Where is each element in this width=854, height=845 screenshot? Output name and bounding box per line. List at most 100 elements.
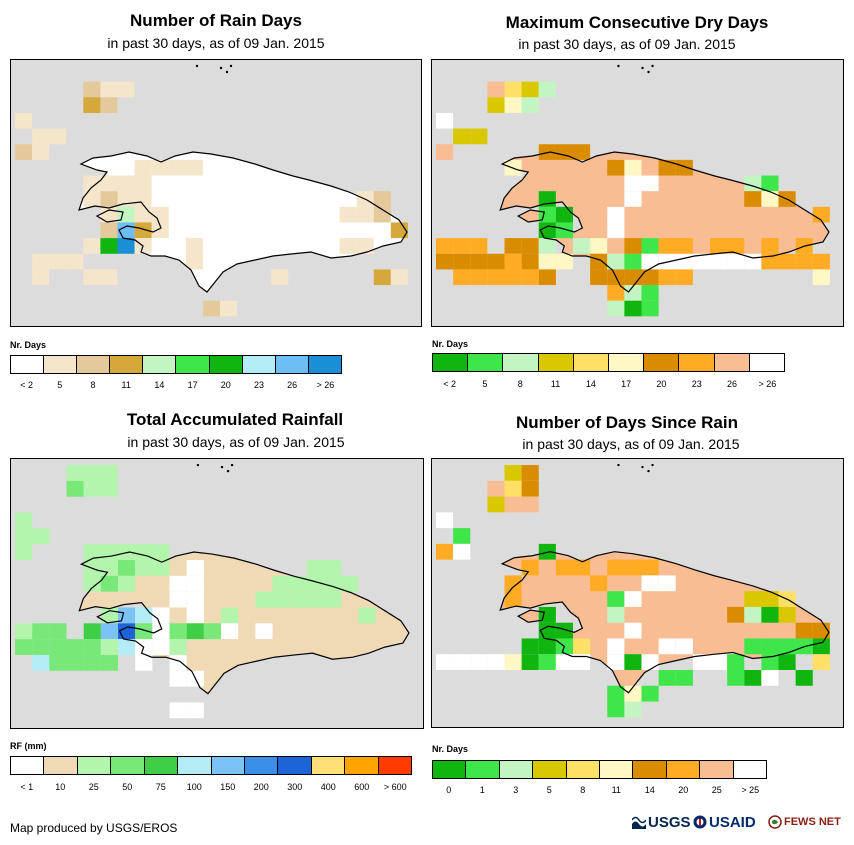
legend-label: 400 (320, 782, 336, 792)
legend-label: 20 (678, 785, 689, 795)
grid-cell (761, 191, 779, 207)
legend-label: > 26 (316, 380, 335, 390)
grid-cell (641, 175, 659, 192)
islet-dot (195, 64, 199, 68)
grid-cell (692, 253, 711, 270)
legend-label: < 2 (20, 380, 33, 390)
grid-cell (521, 654, 539, 670)
grid-cell (390, 269, 408, 286)
legend-label: 1 (479, 785, 485, 795)
grid-cell (744, 669, 762, 686)
legend-swatch (176, 356, 210, 373)
islet-dot (226, 469, 230, 473)
grid-cell (169, 670, 187, 687)
legend-label: 14 (154, 380, 165, 390)
grid-cell (436, 253, 454, 270)
grid-cell (220, 300, 238, 317)
legend-label: 11 (550, 379, 561, 389)
grid-cell (151, 222, 169, 239)
islet-dot (617, 64, 620, 68)
grid-cell (710, 238, 728, 254)
grid-cell (83, 575, 101, 592)
map-days-since-rain (431, 458, 844, 728)
grid-cell (202, 300, 220, 317)
grid-cell (487, 480, 505, 497)
legend-swatch (209, 356, 243, 373)
legend-swatch (468, 354, 504, 371)
grid-cell (727, 654, 745, 670)
grid-cell (100, 191, 118, 207)
grid-cell (641, 253, 659, 270)
grid-cell (306, 591, 325, 608)
grid-cell (744, 606, 762, 623)
islet-dot (641, 465, 644, 469)
grid-cell (152, 544, 170, 561)
grid-cell (812, 206, 830, 223)
grid-cell (151, 159, 169, 176)
grid-cell (761, 638, 779, 655)
legend-title: Nr. Days (10, 340, 47, 350)
grid-cell (49, 639, 67, 655)
grid-cell (573, 238, 591, 254)
legend-swatch (573, 354, 610, 371)
grid-cell (356, 238, 374, 254)
grid-cell (590, 238, 608, 254)
legend-label: 26 (727, 379, 738, 389)
legend-label: 5 (57, 380, 63, 390)
grid-cell (607, 300, 625, 317)
grid-cell (306, 575, 325, 592)
legend-labels: < 1 10 25 50 75 100 150 200 300 400 600 > 600 (10, 782, 412, 796)
grid-cell (289, 591, 307, 608)
grid-cell (487, 496, 505, 513)
grid-cell (169, 654, 187, 671)
grid-cell (624, 300, 642, 317)
legend-label: 25 (711, 785, 722, 795)
grid-cell (658, 238, 676, 254)
islet-dot (617, 463, 620, 467)
grid-cell (607, 606, 625, 623)
grid-cell (624, 622, 642, 639)
grid-cell (761, 175, 779, 192)
grid-cell (221, 623, 239, 640)
grid-cell (436, 112, 454, 129)
legend-bar (432, 353, 785, 372)
grid-cell (658, 638, 676, 655)
coastline (78, 151, 408, 293)
legend-label: 8 (90, 380, 96, 390)
legend-swatch (538, 354, 574, 371)
grid-cell (32, 654, 50, 671)
legend-label: < 1 (20, 782, 34, 792)
legend-label: 300 (287, 782, 303, 792)
grid-cell (185, 159, 203, 176)
grid-cell (675, 269, 693, 286)
grid-cell (675, 159, 693, 176)
grid-cell (487, 654, 505, 670)
panel-subtitle: in past 30 days, as of 09 Jan. 2015 (127, 434, 345, 450)
map-max-dry-days (431, 59, 844, 327)
legend-bar (10, 355, 342, 374)
grid-cell (169, 575, 187, 592)
grid-cell (100, 654, 119, 671)
grid-cell (761, 669, 779, 686)
legend-label: 5 (482, 379, 488, 389)
grid-cell (255, 591, 273, 608)
grid-cell (134, 222, 152, 239)
legend-label: 50 (122, 782, 133, 792)
grid-cell (373, 191, 391, 207)
grid-cell (538, 638, 556, 655)
grid-cell (32, 623, 50, 640)
legend-label: 11 (611, 785, 621, 795)
grid-cell (169, 639, 187, 655)
grid-cell (436, 238, 454, 254)
grid-cell (470, 128, 488, 145)
grid-cell (186, 702, 204, 719)
grid-cell (15, 112, 33, 129)
grid-cell (487, 81, 505, 98)
legend-label: 100 (186, 782, 202, 792)
grid-cell (66, 480, 84, 497)
panel-subtitle: in past 30 days, as of 09 Jan. 2015 (522, 436, 740, 452)
grid-cell (470, 238, 488, 254)
grid-cell (117, 175, 135, 192)
grid-cell (521, 253, 539, 270)
island-coastline (516, 609, 546, 623)
